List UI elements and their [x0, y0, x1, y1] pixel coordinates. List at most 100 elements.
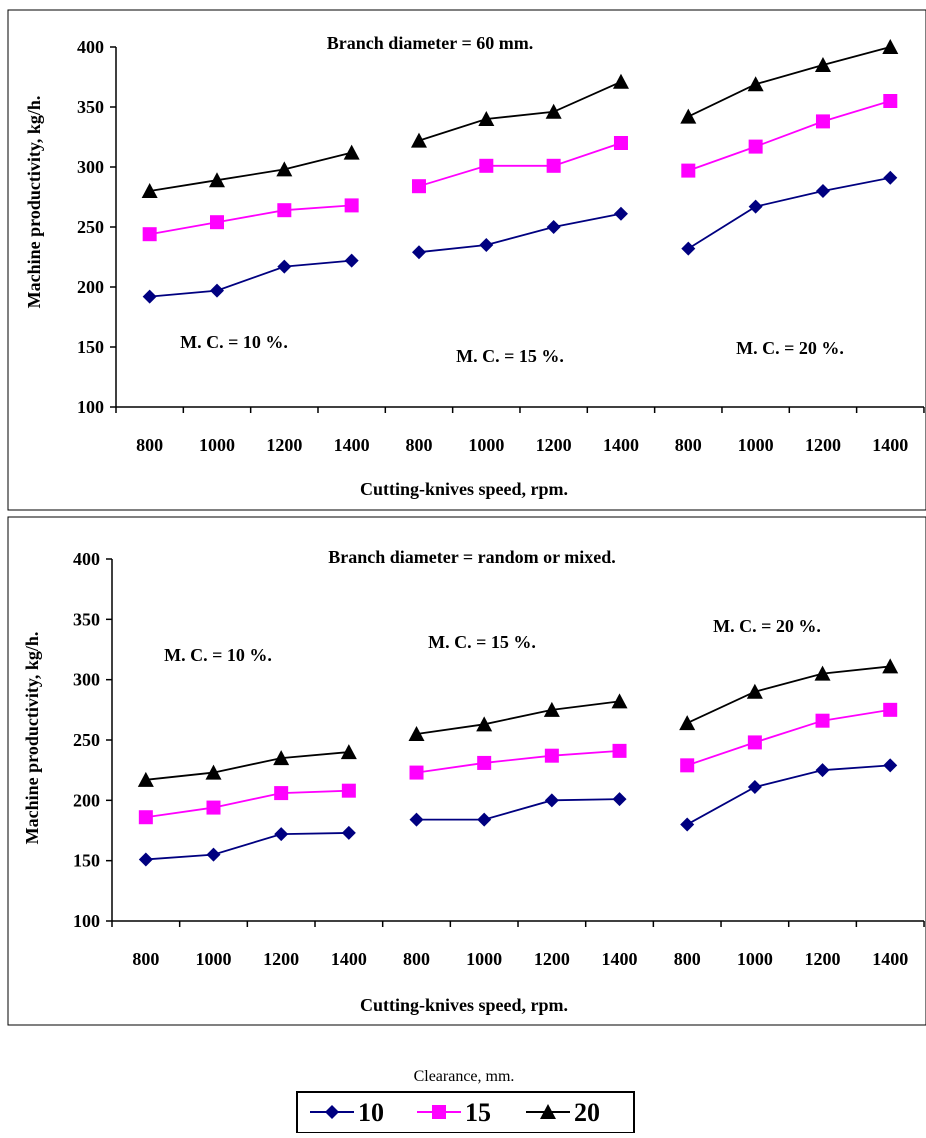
data-point-20	[208, 172, 225, 188]
group-label: M. C. = 20 %.	[713, 616, 821, 636]
series-line-15	[149, 204, 352, 236]
chart-panel-random: Branch diameter = random or mixed. Cutti…	[7, 516, 926, 1026]
series-line-15	[145, 789, 349, 819]
data-point-20	[205, 764, 222, 780]
series-line-20	[416, 700, 620, 735]
data-point-10	[142, 289, 157, 304]
data-point-20	[137, 771, 154, 787]
data-point-15	[680, 758, 695, 773]
data-point-15	[206, 800, 221, 815]
data-point-20	[340, 744, 357, 760]
x-tick-label: 800	[674, 949, 701, 969]
x-tick-label: 1000	[468, 435, 504, 455]
data-point-15	[613, 136, 628, 150]
data-point-15	[142, 227, 157, 242]
y-tick-label: 350	[73, 609, 100, 629]
data-point-10	[344, 253, 359, 268]
data-point-10	[748, 199, 763, 214]
data-point-15	[411, 179, 426, 194]
data-point-15	[883, 94, 898, 108]
data-point-10	[815, 184, 830, 198]
data-point-15	[612, 743, 627, 758]
series-line-20	[145, 751, 349, 781]
data-point-20	[814, 665, 831, 681]
x-tick-label: 1000	[196, 949, 232, 969]
x-tick-label: 1400	[603, 435, 639, 455]
group-label: M. C. = 10 %.	[164, 645, 272, 665]
series-line-20	[149, 151, 352, 192]
y-tick-label: 200	[73, 790, 100, 810]
series-line-20	[418, 80, 622, 142]
data-point-20	[545, 103, 562, 119]
series-line-15	[688, 100, 891, 172]
x-tick-label: 1400	[872, 435, 908, 455]
data-point-15	[274, 786, 289, 801]
series-line-20	[687, 46, 891, 118]
data-point-10	[613, 206, 628, 221]
data-point-10	[277, 259, 292, 274]
x-tick-label: 1400	[602, 949, 638, 969]
data-point-20	[276, 161, 293, 177]
series-line-10	[687, 176, 891, 250]
data-point-10	[815, 763, 830, 778]
x-tick-label: 800	[136, 435, 163, 455]
data-point-15	[546, 158, 561, 173]
axes: 100 150 200 250 300 350 400 800 1000 1200 1400 800 1…	[73, 549, 925, 969]
data-point-20	[679, 715, 696, 731]
chart-border	[7, 9, 926, 511]
data-point-15	[477, 755, 492, 770]
legend-items: 10 15 20	[310, 1098, 600, 1127]
data-point-15	[209, 215, 224, 230]
data-point-10	[477, 812, 492, 827]
data-point-10	[138, 852, 153, 867]
y-tick-label: 150	[73, 851, 100, 871]
group-label: M. C. = 15 %.	[456, 346, 564, 366]
y-tick-label: 150	[77, 337, 104, 357]
x-tick-label: 800	[403, 949, 430, 969]
legend-label-20: 20	[574, 1098, 600, 1127]
data-point-15	[815, 713, 830, 728]
y-tick-label: 100	[77, 397, 104, 417]
legend-title: Clearance, mm.	[414, 1068, 515, 1085]
data-point-20	[476, 716, 493, 732]
y-tick-label: 400	[77, 37, 104, 57]
data-point-10	[680, 817, 695, 832]
data-point-10	[612, 792, 627, 807]
data-point-20	[680, 108, 697, 124]
x-tick-label: 1200	[263, 949, 299, 969]
chart-border	[7, 516, 926, 1026]
data-point-10	[409, 812, 424, 827]
data-point-10	[274, 827, 289, 842]
x-tick-label: 1200	[266, 435, 302, 455]
data-point-20	[882, 39, 899, 54]
x-tick-label: 1400	[872, 949, 908, 969]
legend-label-10: 10	[358, 1098, 384, 1127]
data-point-15	[344, 198, 359, 213]
data-point-20	[343, 144, 360, 160]
data-point-15	[479, 158, 494, 173]
data-point-20	[408, 725, 425, 741]
x-tick-label: 1200	[534, 949, 570, 969]
data-point-20	[612, 73, 629, 89]
y-tick-label: 250	[73, 730, 100, 750]
data-point-15	[815, 114, 830, 129]
x-tick-label: 1000	[737, 949, 773, 969]
y-tick-label: 350	[77, 97, 104, 117]
y-axis-label: Machine productivity, kg/h.	[22, 632, 42, 845]
chart-title: Branch diameter = 60 mm.	[327, 33, 533, 53]
x-tick-label: 1000	[738, 435, 774, 455]
series-line-10	[418, 212, 622, 254]
plot-area: M. C. = 10 %. M. C. = 15 %. M. C. = 20 %.	[141, 39, 899, 366]
series-line-10	[416, 798, 620, 821]
x-axis-label: Cutting-knives speed, rpm.	[360, 995, 568, 1015]
data-point-20	[410, 132, 427, 148]
series-line-15	[686, 708, 891, 767]
axes: 100 150 200 250 300 350 400 800 1000 1200 1400 800 1…	[77, 37, 925, 455]
y-tick-label: 100	[73, 911, 100, 931]
data-point-10	[209, 283, 224, 298]
data-point-15	[681, 163, 696, 178]
legend-marker-15	[432, 1105, 446, 1119]
data-point-10	[747, 780, 762, 795]
data-point-20	[141, 183, 158, 198]
